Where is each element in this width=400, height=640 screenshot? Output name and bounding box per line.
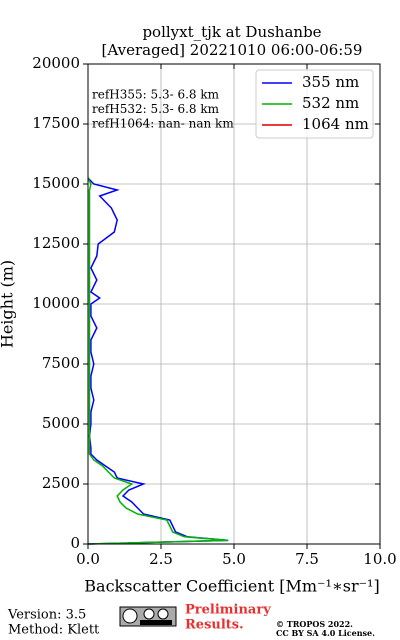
y-axis-label: Height (m) xyxy=(0,260,17,348)
y-tick-label: 7500 xyxy=(42,354,80,372)
preliminary: Results. xyxy=(185,618,244,633)
x-tick-label: 0.0 xyxy=(76,550,100,568)
y-tick-label: 15000 xyxy=(32,174,80,192)
annotation: refH1064: nan- nan km xyxy=(92,117,234,131)
y-tick-label: 2500 xyxy=(42,474,80,492)
chart-subtitle: [Averaged] 20221010 06:00-06:59 xyxy=(102,41,363,59)
y-tick-label: 10000 xyxy=(32,294,80,312)
legend: 355 nm 532 nm 1064 nm xyxy=(255,69,374,139)
version: Version: 3.5 xyxy=(7,608,86,623)
x-tick-label: 7.5 xyxy=(295,550,319,568)
copyright: © TROPOS 2022. xyxy=(276,619,353,629)
profile-line xyxy=(87,177,229,545)
legend-label: 532 nm xyxy=(302,94,359,112)
legend-label: 355 nm xyxy=(302,73,359,91)
preliminary: Preliminary xyxy=(185,603,271,618)
legend-box xyxy=(255,69,374,139)
y-tick-label: 12500 xyxy=(32,234,80,252)
method: Method: Klett xyxy=(8,623,100,638)
y-tick-label: 17500 xyxy=(32,114,80,132)
x-axis-label: Backscatter Coefficient [Mm⁻¹∗sr⁻¹] xyxy=(84,577,379,596)
x-tick-label: 2.5 xyxy=(149,550,173,568)
y-tick-label: 20000 xyxy=(32,54,80,72)
x-tick-label: 5.0 xyxy=(222,550,246,568)
chart-title: pollyxt_tjk at Dushanbe xyxy=(142,23,321,41)
annotation: refH355: 5.3- 6.8 km xyxy=(92,88,220,102)
y-tick-label: 0 xyxy=(70,534,80,552)
license: CC BY SA 4.0 License. xyxy=(276,628,375,638)
cc-logo xyxy=(119,606,177,627)
plot-frame xyxy=(87,63,381,545)
x-tick-label: 10.0 xyxy=(363,550,396,568)
y-tick-label: 5000 xyxy=(42,414,80,432)
profile-line xyxy=(87,177,229,545)
legend-label: 1064 nm xyxy=(302,115,369,133)
annotation: refH532: 5.3- 6.8 km xyxy=(92,102,220,116)
